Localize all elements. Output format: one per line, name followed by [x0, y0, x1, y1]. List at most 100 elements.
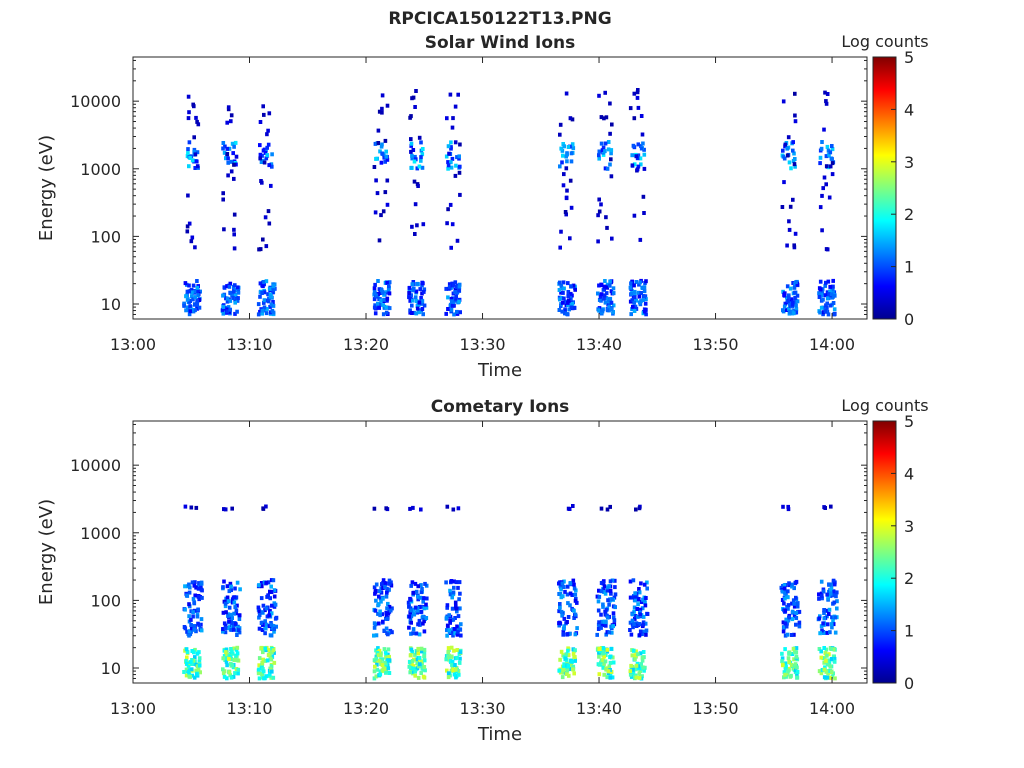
heatmap-cell [444, 154, 449, 159]
heatmap-cell [632, 116, 637, 121]
heatmap-cell [421, 147, 425, 151]
heatmap-cell [236, 296, 240, 301]
heatmap-cell [257, 663, 261, 668]
heatmap-cell [222, 507, 226, 512]
heatmap-cell [193, 302, 197, 307]
heatmap-cell [833, 615, 837, 620]
heatmap-cell [374, 582, 379, 587]
heatmap-cell [787, 615, 791, 620]
heatmap-cell [377, 594, 381, 599]
heatmap-cell [271, 624, 276, 628]
heatmap-cell [374, 654, 379, 659]
heatmap-cell [373, 282, 377, 287]
heatmap-cell [386, 632, 390, 637]
heatmap-cell [373, 664, 377, 669]
y-tick-label: 10 [101, 295, 121, 314]
heatmap-cell [378, 669, 383, 674]
heatmap-cell [790, 582, 794, 587]
heatmap-cell [561, 667, 566, 672]
heatmap-cell [557, 581, 561, 586]
heatmap-cell [795, 665, 799, 670]
heatmap-cell [232, 600, 237, 605]
heatmap-cell [197, 663, 202, 668]
heatmap-cell [456, 630, 460, 635]
heatmap-cell [409, 149, 413, 154]
heatmap-cell [793, 650, 798, 655]
heatmap-cell [380, 110, 384, 115]
heatmap-cell [234, 154, 239, 159]
heatmap-cell [568, 591, 573, 596]
heatmap-cell [378, 609, 382, 614]
heatmap-cell [792, 162, 797, 167]
heatmap-cell [264, 606, 269, 611]
x-tick-label: 13:30 [459, 335, 505, 354]
heatmap-cell [562, 144, 566, 149]
heatmap-cell [611, 291, 616, 296]
heatmap-cell [604, 296, 609, 301]
heatmap-cell [831, 647, 836, 652]
heatmap-cell [225, 296, 230, 301]
heatmap-cell [186, 308, 190, 312]
heatmap-cell [380, 106, 384, 111]
heatmap-cell [569, 151, 574, 156]
heatmap-cell [456, 614, 461, 619]
heatmap-cell [226, 613, 230, 618]
heatmap-cell [788, 309, 792, 314]
heatmap-cell [457, 154, 461, 159]
heatmap-cell [221, 585, 225, 590]
heatmap-cell [571, 651, 576, 656]
heatmap-cell [566, 646, 570, 651]
heatmap-cell [231, 296, 235, 300]
heatmap-cell [263, 619, 267, 624]
heatmap-cell [795, 299, 800, 304]
heatmap-cell [222, 285, 227, 290]
heatmap-cell [599, 589, 604, 594]
heatmap-cell [824, 669, 828, 674]
colorbar-tick-label: 2 [904, 205, 914, 224]
heatmap-cell [609, 646, 614, 651]
heatmap-cell [409, 137, 413, 142]
heatmap-cell [419, 158, 423, 163]
heatmap-cell [422, 606, 427, 611]
heatmap-cell [568, 303, 573, 307]
heatmap-cell [830, 147, 835, 152]
heatmap-cell [416, 651, 420, 656]
heatmap-cell [608, 296, 613, 301]
heatmap-cell [414, 631, 419, 636]
heatmap-cell [636, 105, 641, 110]
heatmap-cell [818, 287, 823, 292]
heatmap-cell [190, 580, 195, 585]
heatmap-cell [196, 586, 201, 591]
heatmap-cell [449, 146, 453, 151]
heatmap-cell [259, 621, 264, 625]
heatmap-cell [569, 663, 574, 668]
heatmap-cell [453, 627, 457, 631]
heatmap-cell [455, 655, 459, 660]
heatmap-cell [409, 293, 413, 298]
heatmap-cell [234, 595, 239, 600]
heatmap-cell [231, 624, 236, 629]
heatmap-cell [791, 140, 795, 145]
heatmap-cell [187, 604, 192, 609]
heatmap-cell [225, 663, 229, 668]
heatmap-cell [453, 663, 457, 667]
heatmap-cell [639, 600, 644, 604]
heatmap-cell [558, 602, 562, 606]
heatmap-cell [633, 591, 637, 596]
heatmap-cell [608, 660, 613, 665]
heatmap-cell [632, 162, 637, 167]
heatmap-cell [792, 632, 796, 637]
heatmap-cell [635, 167, 640, 172]
heatmap-cell [420, 307, 425, 311]
heatmap-cell [603, 659, 608, 664]
heatmap-cell [822, 667, 827, 672]
heatmap-cell [192, 289, 197, 294]
heatmap-cell [446, 144, 451, 149]
panel-title: Solar Wind Ions [425, 33, 576, 53]
heatmap-cell [384, 670, 388, 675]
heatmap-cell [410, 156, 414, 161]
heatmap-cell [568, 603, 572, 608]
heatmap-cell [419, 140, 423, 145]
heatmap-cell [421, 614, 425, 619]
heatmap-cell [644, 279, 648, 284]
